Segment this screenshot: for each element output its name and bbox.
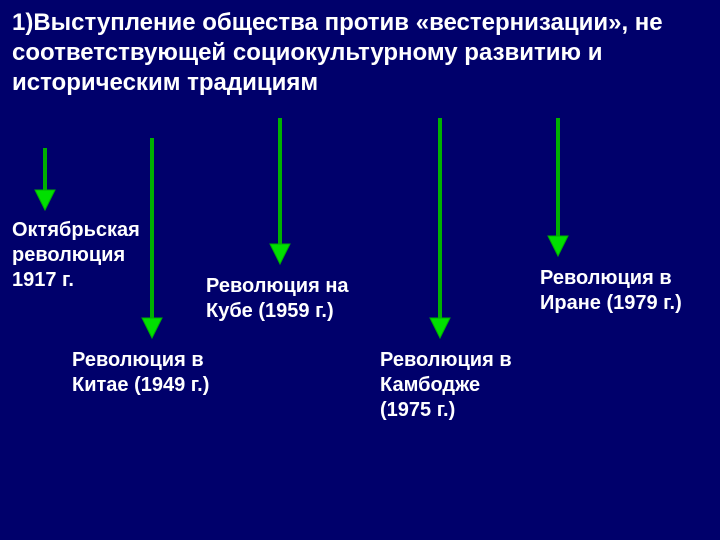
arrow-0: [33, 148, 57, 212]
item-label-1: Революция в Китае (1949 г.): [72, 348, 242, 398]
arrow-3: [428, 118, 452, 340]
item-label-3: Революция в Камбодже (1975 г.): [380, 348, 525, 423]
arrow-4: [546, 118, 570, 258]
arrow-2: [268, 118, 292, 266]
slide-title: 1)Выступление общества против «вестерниз…: [12, 8, 692, 98]
item-label-4: Революция в Иране (1979 г.): [540, 266, 705, 316]
item-label-2: Революция на Кубе (1959 г.): [206, 274, 351, 324]
arrow-1: [140, 138, 164, 340]
